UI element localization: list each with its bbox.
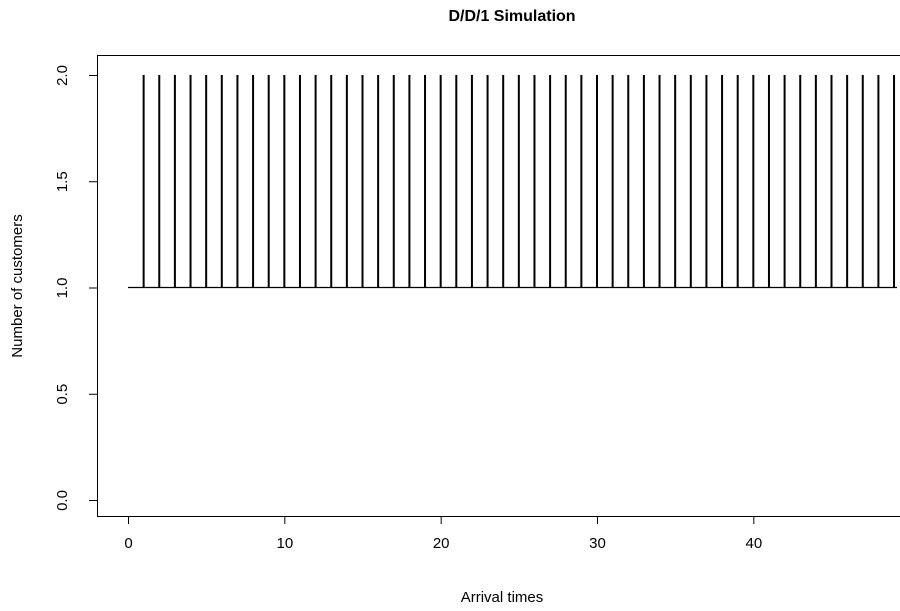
y-tick-label: 0.5 (54, 384, 71, 405)
x-tick-label: 0 (124, 535, 132, 552)
x-tick-label: 10 (276, 535, 293, 552)
x-tick-label: 40 (745, 535, 762, 552)
y-axis-label: Number of customers (9, 214, 26, 357)
y-tick-label: 2.0 (54, 65, 71, 86)
y-tick-label: 1.5 (54, 171, 71, 192)
plot-frame (97, 55, 900, 517)
series-layer (128, 75, 897, 289)
y-tick-label: 0.0 (54, 490, 71, 511)
x-axis-label: Arrival times (461, 589, 544, 606)
y-tick-label: 1.0 (54, 278, 71, 299)
x-tick-label: 30 (589, 535, 606, 552)
chart-title: D/D/1 Simulation (448, 8, 575, 25)
x-axis: 0 10 20 30 40 (124, 516, 762, 552)
y-axis: 0.0 0.5 1.0 1.5 2.0 (54, 65, 98, 511)
x-tick-label: 20 (433, 535, 450, 552)
